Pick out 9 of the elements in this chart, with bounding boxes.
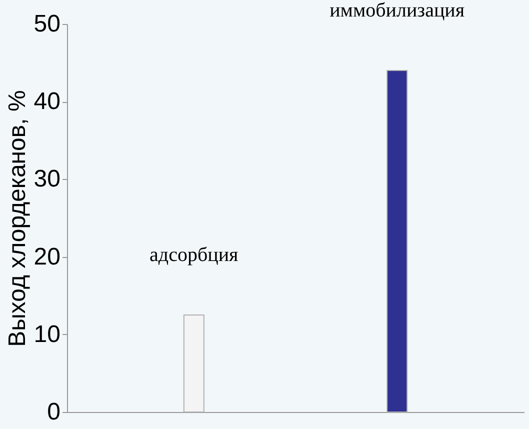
y-tick-label: 40 — [34, 88, 60, 116]
y-tick-label: 10 — [34, 320, 60, 348]
y-tick-label: 0 — [47, 398, 60, 426]
y-tick-label: 50 — [34, 10, 60, 38]
y-tick-label: 20 — [34, 243, 60, 270]
y-axis-title: Выход хлордеканов, % — [4, 90, 31, 347]
x-tick-label: адсорбция — [150, 244, 238, 266]
x-tick-label: иммобилизация — [330, 0, 465, 22]
y-tick-label: 30 — [34, 166, 60, 193]
